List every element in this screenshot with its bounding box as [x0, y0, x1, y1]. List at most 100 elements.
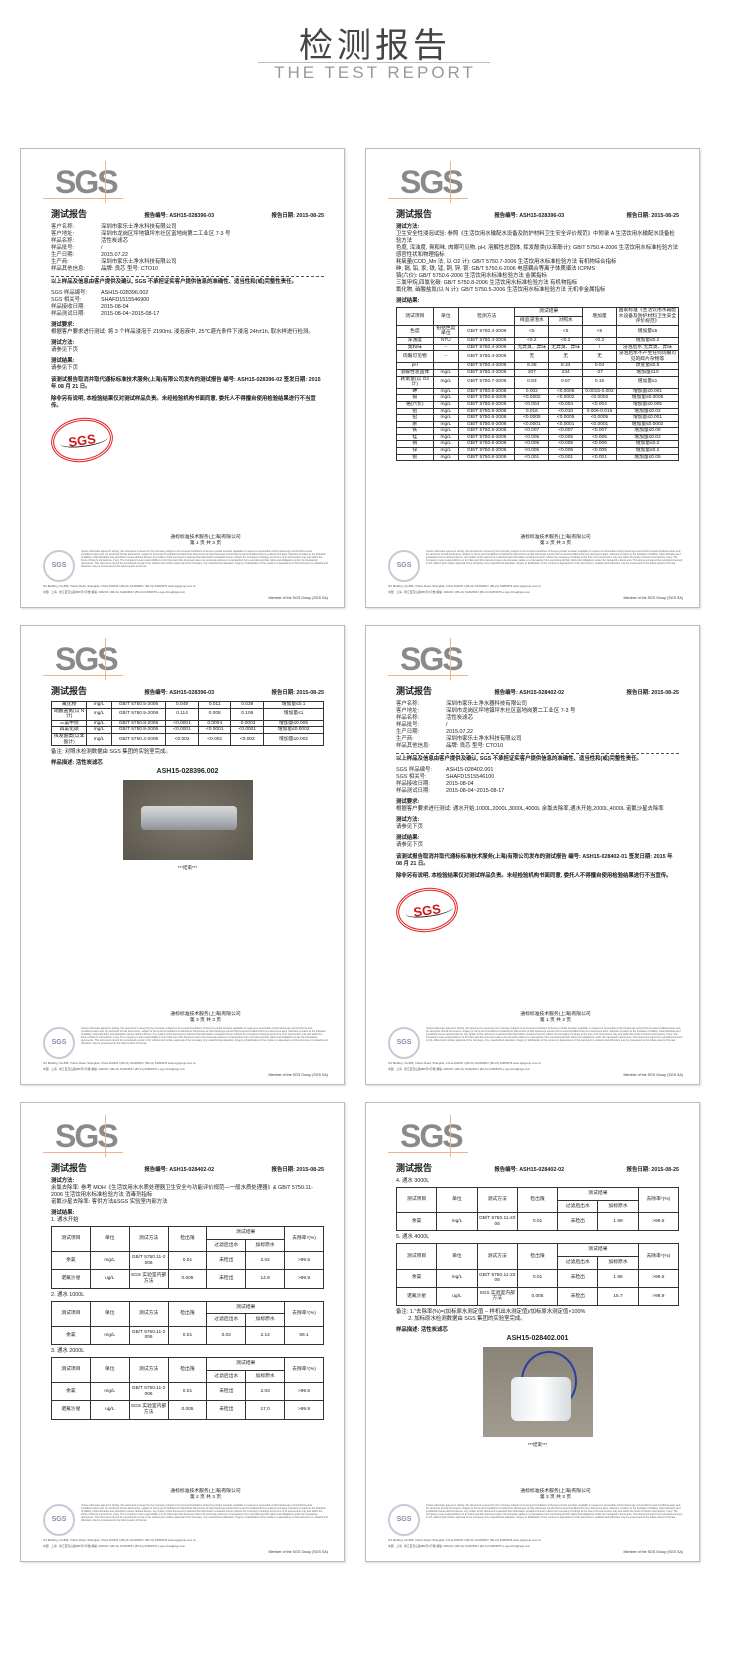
table-cell: mg/L [432, 420, 460, 429]
info-label: SGS 样品编号: [51, 290, 87, 296]
table-cell: >99.5 [284, 1251, 324, 1271]
report-date: 报告日期: 2015-08-25 [626, 690, 679, 696]
filter-cartridge-image [140, 806, 237, 831]
table-cell: 无 [548, 350, 584, 364]
info-label: 客户地址: [396, 708, 420, 714]
table-cell: 99.1 [284, 1325, 324, 1345]
member-note: Member of the SGS Group (SGS SA) [623, 1073, 683, 1077]
table-cell: 砷 [396, 387, 434, 396]
table-cell: <0.006 [582, 440, 617, 449]
info-row: 客户名称: 深圳市家乐士净水科技有限公司 [51, 224, 324, 231]
info-label: 生产商: [396, 736, 414, 742]
table-cell: ug/L [436, 1286, 478, 1306]
dashed-divider [51, 276, 324, 277]
table-header-cell: 测试结果 [206, 1356, 286, 1371]
info-label: 生产日期: [396, 729, 420, 735]
table-header-cell: 增加量 [582, 307, 617, 326]
report-page: SGS 测试报告 报告编号: ASH15-028402-02 报告日期: 2015-0… [365, 1102, 700, 1562]
table-cell: 铝 [396, 407, 434, 416]
page-subtitle: THE TEST REPORT [274, 63, 476, 82]
table-cell: 1.99 [597, 1212, 639, 1232]
info-value: 2015-08-04~2015-08-17 [446, 788, 505, 794]
sgs-logo-text: SGS [400, 1118, 464, 1154]
disclaimer-text: Unless otherwise agreed in writing, this… [426, 550, 683, 565]
info-row: 样品测试日期: 2015-08-04~2015-08-17 [51, 311, 324, 318]
table-header-cell: 测试结果 [514, 307, 584, 317]
statement: 以上样品及信息由客户提供及确认, SGS 不承担证实客户提供信息的准确性、适当性… [51, 279, 297, 285]
table-header-row: 测试项目 单位 测试方法 检出限 测试结果 去除率*(%) [51, 1225, 324, 1253]
disclaimer-text: Unless otherwise agreed in writing, this… [426, 1504, 683, 1519]
table-cell: <0.001 [548, 453, 584, 462]
sgs-logo-text: SGS [400, 164, 464, 200]
info-value: ASH15-028396.002 [101, 290, 149, 296]
table-cell: <0.007 [548, 427, 584, 435]
report-page: SGS 测试报告 报告编号: ASH15-028402-02 报告日期: 2015-0… [365, 625, 700, 1085]
table-header-cell: 样品浸泡水 [514, 315, 550, 326]
address-en: 3rd Building, No.889, Yishan Road, Shang… [388, 584, 541, 588]
info-value: 2015-08-04 [101, 304, 129, 310]
table-header-cell: 单位 [89, 1356, 130, 1384]
table-cell: 汞 [396, 420, 434, 429]
info-row: SGS 样品编号: ASH15-028396.002 [51, 290, 324, 297]
report-footer: 通标标准技术服务(上海)有限公司第 2 页 共 3 页 SGS Unless oth… [388, 529, 683, 601]
info-row: 客户名称: 深圳市家乐士净水器科技有限公司 [396, 701, 679, 708]
table-cell: <0.0002 [582, 394, 617, 402]
section-heading: 测试方法: [396, 224, 420, 230]
sgs-logo-text: SGS [55, 164, 119, 200]
table-cell: 三氯甲烷 [50, 719, 88, 728]
table-header-cell: 检出限 [167, 1356, 208, 1384]
report-number: 报告编号: ASH15-028402-02 [494, 1167, 565, 1173]
table-cell: 无异臭、异味 [548, 343, 584, 352]
table-cell: mg/L [432, 447, 460, 455]
table-row: 诺氟沙星 ug/L SGS 实验室内部方法 0.005 未检出 14.9 >99.9 [51, 1269, 324, 1289]
section-text: 2. 加标原水检测数据由 SGS 集团的实验室完成。 [396, 1315, 526, 1322]
report-number: 报告编号: ASH15-028396-03 [144, 690, 215, 696]
logo-line [105, 1115, 106, 1157]
table-cell: 臭和味 [396, 343, 434, 352]
table-cell: <0.004 [514, 400, 550, 409]
info-row: 生产日期: 2015.07.22 [51, 252, 324, 259]
table-cell: SGS 实验室内部方法 [128, 1400, 169, 1420]
info-value: 活性炭滤芯 [101, 238, 128, 244]
table-cell: GB/T 5750.4-2006 [458, 350, 516, 364]
table-cell: 增加量≤0.001 [615, 414, 680, 422]
report-body: 测试报告 报告编号: ASH15-028402-02 报告日期: 2015-08-2… [51, 1163, 324, 1423]
table-header-cell: 测试项目 [51, 1356, 91, 1384]
table-header-cell: 过滤后出水 [206, 1369, 247, 1384]
table-cell: <0.001 [582, 453, 617, 462]
footer-company: 通标标准技术服务(上海)有限公司 [520, 535, 591, 540]
table-cell: 增加量≤0.0002 [263, 726, 324, 734]
info-label: 样品测试日期: [51, 311, 85, 317]
table-header-cell: 过滤后出水 [206, 1238, 247, 1253]
section-text: 余氯去除率: 参考 MOH《生活饮用水水质处理器卫生安全与功能评价规范—一般水质… [51, 1185, 313, 1198]
table-cell: <0.0005 [548, 414, 584, 422]
section-text: 耗氧量(COD_Mn 法, 以 O2 计): GB/T 5750.7-2006 … [396, 259, 617, 265]
table-cell: mg/L [432, 453, 460, 462]
table-cell: <0.0002 [548, 394, 584, 402]
report-date: 报告日期: 2015-08-25 [271, 1167, 324, 1173]
disclaimer-text: Unless otherwise agreed in writing, this… [81, 1504, 328, 1522]
table-row: 镉 mg/L GB/T 5750.6-2006 <0.0002 <0.0002 <0.00… [396, 394, 680, 402]
table-cell: 0.005 [167, 1400, 208, 1420]
info-value: 深圳市龙岗区坪地镇坪东社区富地岗第二工业区 7-3 号 [446, 708, 576, 714]
table-cell: 2.14 [245, 1325, 286, 1345]
table-cell: <0.005 [582, 447, 617, 455]
table-cell: mg/L [432, 368, 460, 377]
info-value: ASH15-028402.001 [446, 767, 494, 773]
table-cell: <0.006 [514, 440, 550, 449]
disclaimer-text: Unless otherwise agreed in writing, this… [81, 550, 328, 568]
table-header-row: 过滤后出水 加标原水 [397, 1255, 679, 1270]
table-cell: 1.98 [597, 1268, 639, 1288]
section-text: 3. 通水 2000L [51, 1347, 85, 1354]
filter-housing-image [510, 1376, 571, 1421]
info-row: SGS 相关号: SHAFD1515546100 [396, 774, 679, 781]
logo-line [450, 1115, 451, 1157]
table-cell: <0.007 [582, 427, 617, 435]
table-cell: 0.106 [230, 707, 265, 721]
table-header-cell: 过滤后出水 [557, 1199, 599, 1214]
report-title: 测试报告 [51, 1163, 88, 1173]
table-cell: 挥发酚类(以苯酚计) [50, 732, 88, 747]
table-cell: 0.038 [230, 701, 265, 709]
table-cell: 未检出 [557, 1286, 599, 1306]
section-text: 砷, 镉, 铅, 汞, 铁, 锰, 铜, 锌, 钡: GB/T 5750.6-2… [396, 266, 596, 272]
